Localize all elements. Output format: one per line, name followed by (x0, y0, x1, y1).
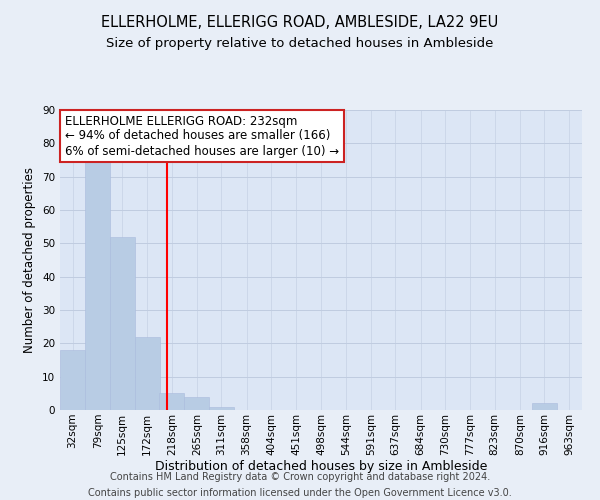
Text: Size of property relative to detached houses in Ambleside: Size of property relative to detached ho… (106, 38, 494, 51)
Text: ELLERHOLME, ELLERIGG ROAD, AMBLESIDE, LA22 9EU: ELLERHOLME, ELLERIGG ROAD, AMBLESIDE, LA… (101, 15, 499, 30)
X-axis label: Distribution of detached houses by size in Ambleside: Distribution of detached houses by size … (155, 460, 487, 473)
Bar (160, 394, 184, 410)
Text: ELLERHOLME ELLERIGG ROAD: 232sqm
← 94% of detached houses are smaller (166)
6% o: ELLERHOLME ELLERIGG ROAD: 232sqm ← 94% o… (65, 114, 340, 158)
Bar (60, 350, 85, 410)
Text: Contains HM Land Registry data © Crown copyright and database right 2024.: Contains HM Land Registry data © Crown c… (110, 472, 490, 482)
Bar (532, 404, 557, 410)
Text: Contains public sector information licensed under the Open Government Licence v3: Contains public sector information licen… (88, 488, 512, 498)
Bar (184, 396, 209, 410)
Bar (135, 336, 160, 410)
Bar (85, 160, 110, 410)
Y-axis label: Number of detached properties: Number of detached properties (23, 167, 37, 353)
Bar (110, 236, 134, 410)
Bar (209, 406, 234, 410)
